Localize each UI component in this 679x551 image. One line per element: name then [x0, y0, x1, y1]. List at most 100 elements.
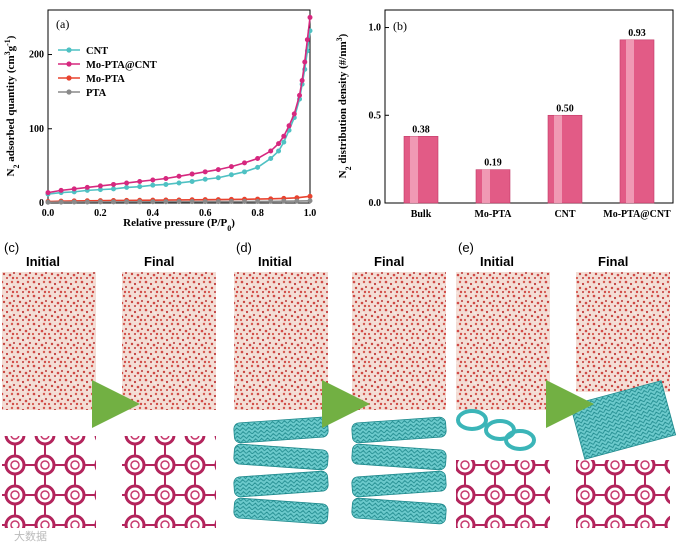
y-tick-label-a: 100: [29, 124, 44, 135]
bar-value-label: 0.19: [484, 158, 502, 169]
data-point-mo-pta-cnt: [189, 171, 195, 177]
final-water-box: [352, 272, 446, 410]
data-point-pta: [255, 198, 261, 204]
data-point-mo-pta-cnt: [215, 167, 221, 173]
data-point-mo-pta-cnt: [150, 177, 156, 183]
bar: [547, 114, 583, 204]
legend-marker: [66, 61, 72, 67]
panel-label: (e): [458, 240, 474, 255]
data-point-mo-pta-cnt: [202, 169, 208, 175]
snapshot-panel-d: (d) Initial Final: [233, 240, 447, 528]
data-point-pta: [137, 199, 143, 205]
data-point-cnt: [281, 139, 287, 145]
data-point-mo-pta-cnt: [163, 176, 169, 182]
data-point-mo-pta-cnt: [58, 187, 64, 193]
nanotube: [233, 443, 329, 471]
nanotube: [233, 497, 329, 525]
data-point-cnt: [150, 182, 156, 188]
bar-value-label: 0.38: [412, 124, 430, 135]
category-label: Mo-PTA@CNT: [603, 209, 671, 220]
data-point-pta: [202, 199, 208, 205]
bar-value-label: 0.93: [628, 28, 646, 39]
data-point-pta: [215, 199, 221, 205]
x-tick-label-a: 0.0: [42, 208, 55, 219]
nanotube: [233, 470, 329, 498]
data-point-cnt: [255, 164, 261, 170]
bar-highlight: [482, 169, 490, 203]
data-point-cnt: [176, 180, 182, 186]
x-tick-label-a: 0.8: [251, 208, 264, 219]
panel-label-b: (b): [393, 19, 407, 33]
bar-highlight: [626, 39, 634, 204]
data-point-cnt: [202, 176, 208, 182]
y-tick-label-b: 1.0: [369, 23, 382, 34]
data-point-cnt: [242, 169, 247, 175]
data-point-pta: [58, 199, 64, 205]
legend-marker: [66, 47, 72, 53]
data-point-mo-pta-cnt: [255, 155, 261, 161]
bar: [403, 136, 439, 204]
distribution-density-bar-chart: (b) 0.0 0.5 1.0 Bulk Mo-PTA CNT Mo-PTA@CNT 0.3…: [335, 9, 674, 220]
bars-group-b: 0.38 0.19 0.50 0.93: [403, 28, 655, 204]
data-point-cnt: [137, 184, 143, 190]
watermark: 大数据: [14, 529, 47, 543]
data-point-pta: [189, 199, 195, 205]
data-point-pta: [84, 199, 90, 205]
nanotube-region: [456, 410, 550, 456]
data-point-mo-pta-cnt: [307, 14, 313, 20]
bar-highlight: [410, 136, 418, 203]
legend-a: CNT Mo-PTA@CNT Mo-PTA PTA: [58, 46, 157, 99]
nanotube: [351, 497, 447, 525]
framework-lattice: [576, 460, 670, 528]
x-tick-label-a: 0.4: [147, 208, 160, 219]
initial-label: Initial: [26, 254, 60, 269]
nanotube: [569, 380, 677, 460]
data-point-mo-pta-cnt: [304, 37, 310, 43]
nanotube: [351, 416, 447, 444]
data-point-pta: [163, 199, 169, 205]
data-point-pta: [176, 199, 182, 205]
y-tick-label-b: 0.0: [369, 198, 382, 209]
data-point-mo-pta-cnt: [176, 173, 182, 179]
data-point-cnt: [228, 172, 234, 178]
data-point-mo-pta-cnt: [281, 133, 287, 139]
data-point-pta: [228, 199, 234, 205]
nanotube-end: [456, 409, 488, 431]
initial-water-box: [2, 272, 96, 410]
data-point-pta: [97, 199, 103, 205]
bar: [619, 39, 655, 204]
panel-label: (c): [4, 240, 19, 255]
panel-label: (d): [236, 240, 252, 255]
data-point-pta: [150, 199, 156, 205]
data-point-mo-pta-cnt: [71, 186, 77, 192]
final-label: Final: [144, 254, 174, 269]
data-point-mo-pta-cnt: [276, 141, 282, 147]
data-point-cnt: [111, 186, 116, 192]
y-tick-label-b: 0.5: [369, 110, 382, 121]
data-point-pta: [124, 199, 130, 205]
snapshot-panel-c: (c) Initial Final: [2, 240, 216, 528]
legend-label: Mo-PTA@CNT: [86, 60, 157, 71]
y-tick-label-a: 0: [39, 198, 44, 209]
data-point-pta: [242, 199, 247, 205]
data-point-pta: [45, 199, 51, 205]
final-water-box: [576, 272, 670, 392]
legend-label: Mo-PTA: [86, 74, 125, 85]
initial-water-box: [234, 272, 328, 410]
legend-label: CNT: [86, 46, 108, 57]
data-point-cnt: [268, 155, 274, 161]
y-tick-label-a: 200: [29, 50, 44, 61]
data-point-pta: [307, 198, 313, 204]
data-point-mo-pta-cnt: [228, 164, 234, 170]
category-label: Bulk: [411, 209, 432, 220]
data-point-mo-pta-cnt: [45, 190, 51, 196]
nanotube-end: [504, 429, 536, 451]
initial-label: Initial: [480, 254, 514, 269]
framework-lattice: [456, 460, 550, 528]
data-point-mo-pta-cnt: [291, 111, 297, 117]
panel-label-a: (a): [56, 17, 69, 31]
snapshot-panel-e: (e) Initial Final: [456, 240, 677, 528]
data-point-pta: [71, 199, 77, 205]
data-point-mo-pta-cnt: [124, 180, 130, 186]
data-point-mo-pta-cnt: [97, 183, 103, 189]
